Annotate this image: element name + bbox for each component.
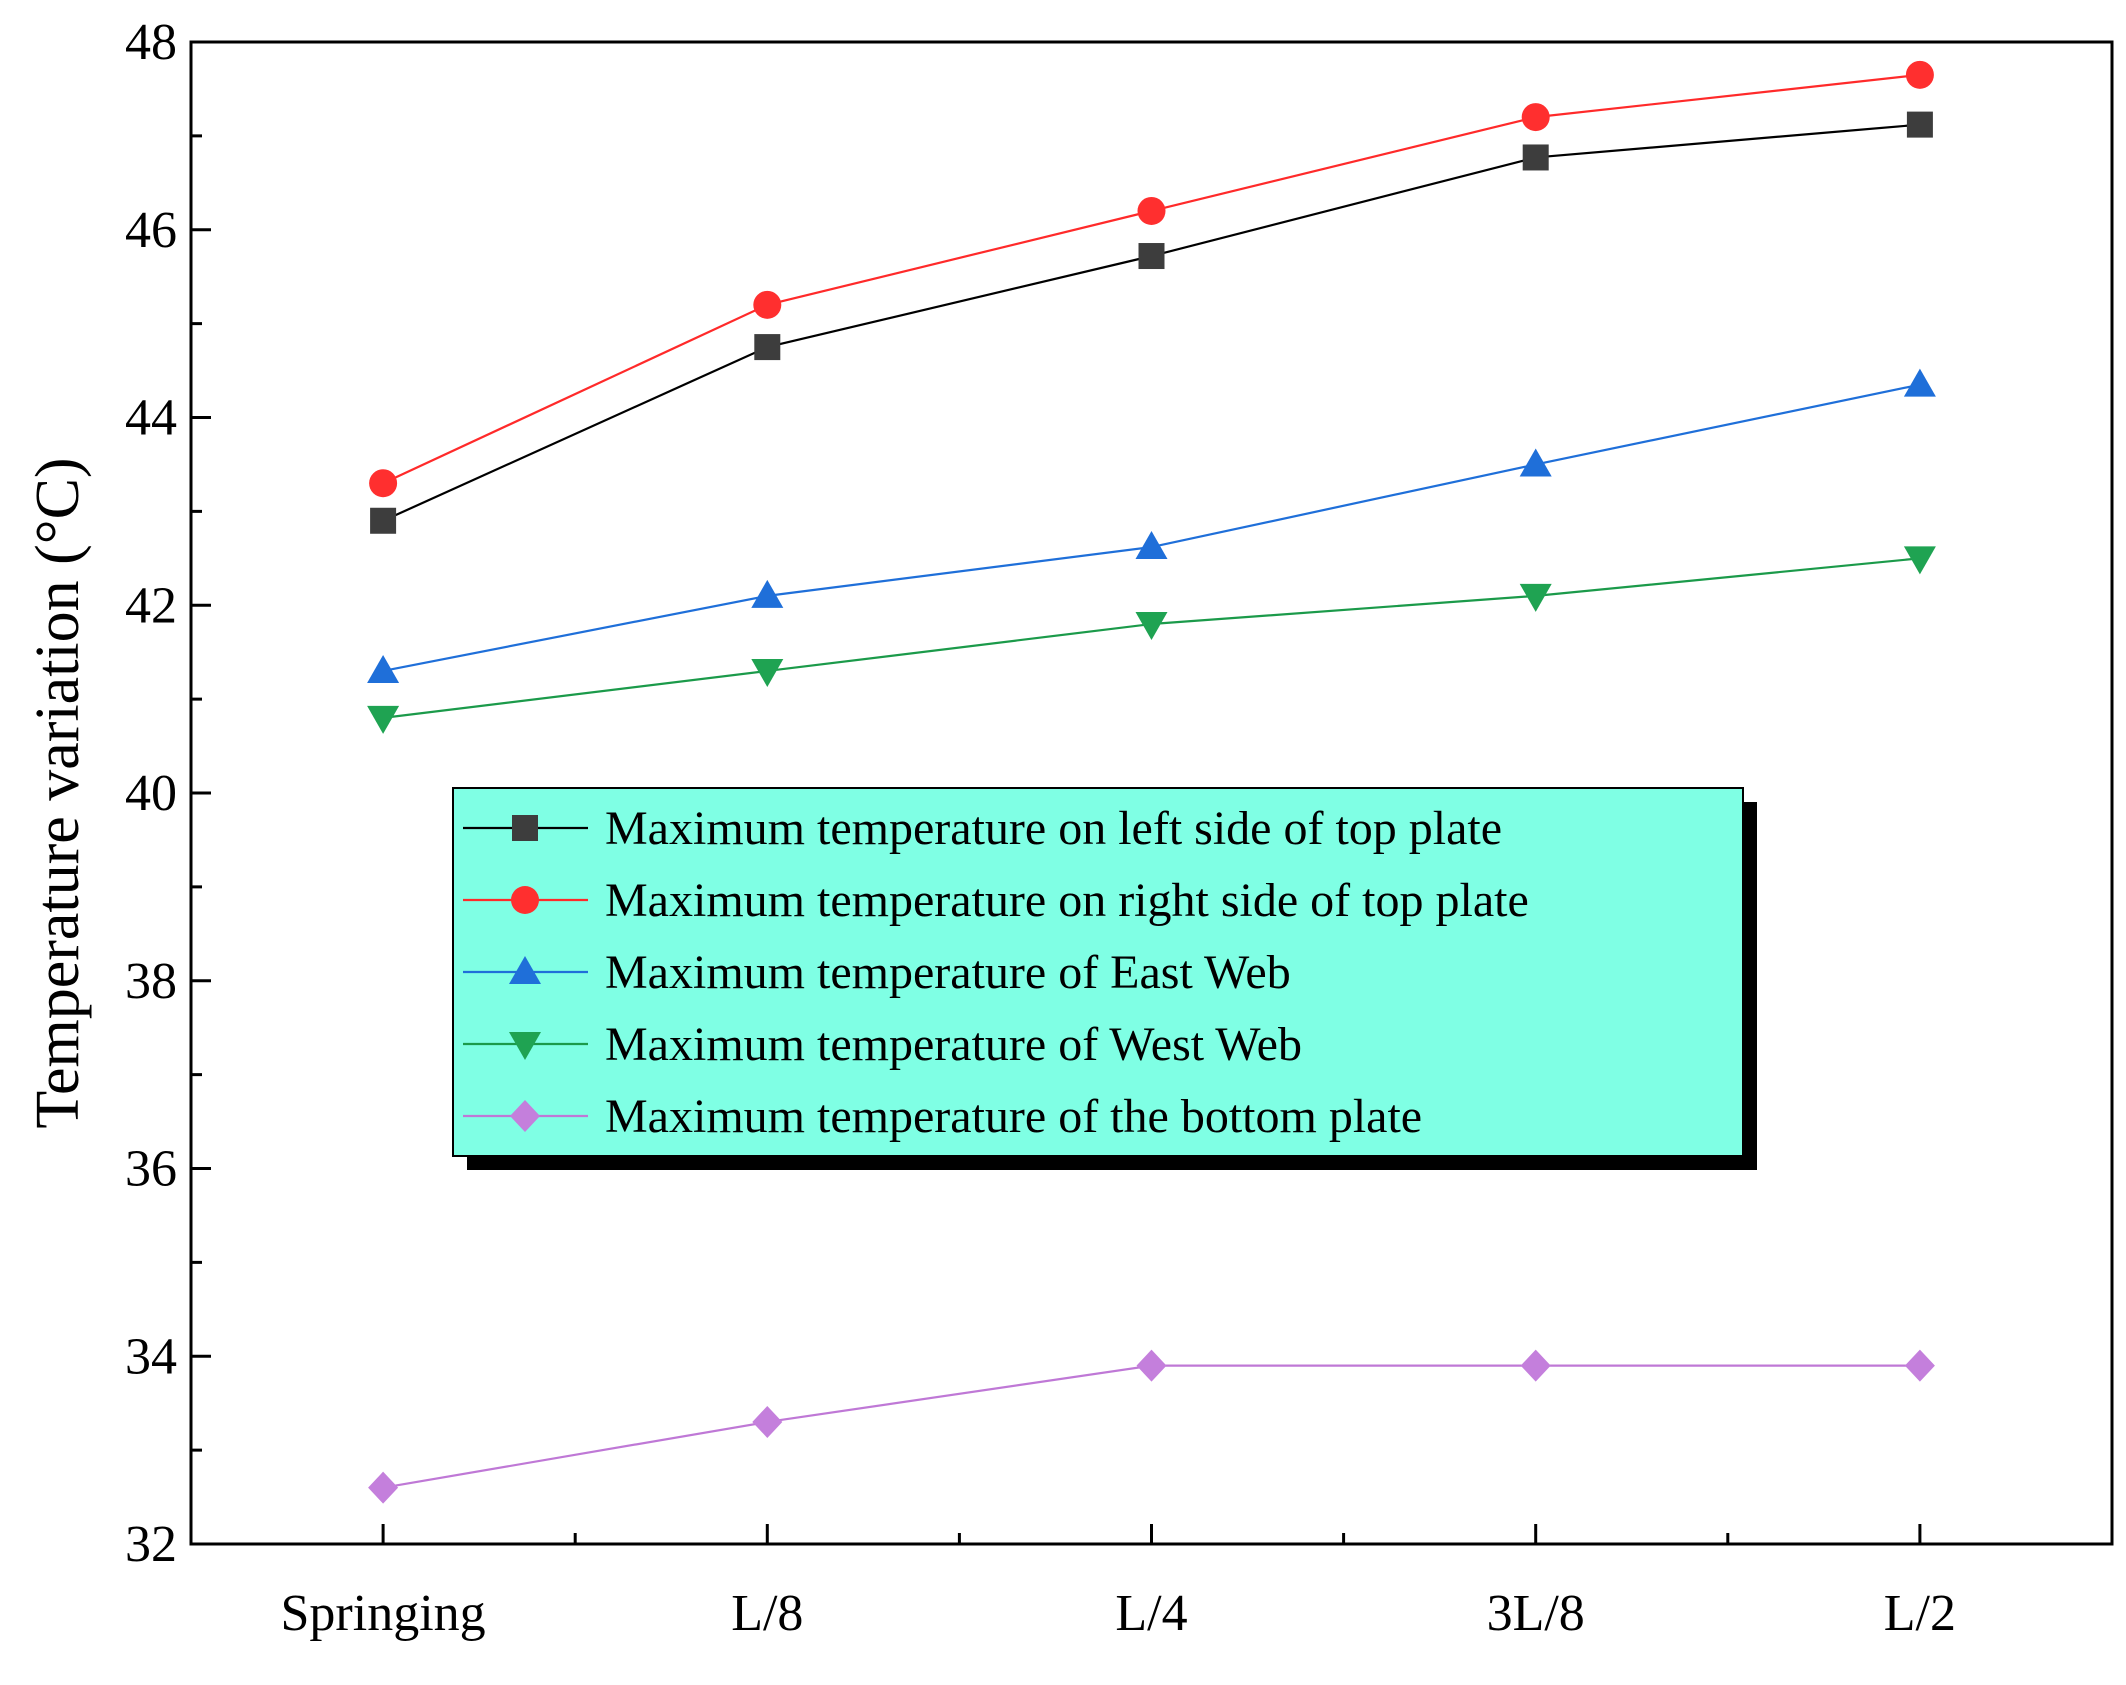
data-point bbox=[1903, 546, 1936, 575]
data-point bbox=[1519, 448, 1552, 477]
legend-item: Maximum temperature on left side of top … bbox=[463, 802, 1502, 855]
legend-label: Maximum temperature of West Web bbox=[605, 1018, 1302, 1071]
data-point bbox=[1136, 1349, 1167, 1382]
x-tick-label: L/2 bbox=[1884, 1585, 1956, 1642]
series-1 bbox=[370, 111, 1933, 534]
y-axis-ticks: 32 34 36 38 40 42 44 46 48 bbox=[125, 14, 211, 1573]
x-tick-label: Springing bbox=[281, 1585, 486, 1642]
plot-frame bbox=[189, 40, 2114, 1546]
y-tick-label: 48 bbox=[125, 14, 177, 71]
legend: Maximum temperature on left side of top … bbox=[452, 787, 1757, 1170]
series-5 bbox=[368, 1349, 1935, 1504]
data-point bbox=[369, 469, 398, 498]
data-point bbox=[368, 1471, 399, 1504]
data-point bbox=[1522, 144, 1549, 171]
data-point bbox=[1906, 111, 1933, 138]
y-tick-label: 32 bbox=[125, 1516, 177, 1573]
legend-marker bbox=[509, 1032, 541, 1060]
data-point bbox=[1905, 60, 1934, 89]
x-tick-label: 3L/8 bbox=[1487, 1585, 1585, 1642]
series-4 bbox=[367, 546, 1936, 734]
y-tick-label: 44 bbox=[125, 390, 177, 447]
legend-label: Maximum temperature on left side of top … bbox=[605, 802, 1502, 855]
data-point bbox=[370, 507, 397, 534]
y-tick-label: 42 bbox=[125, 577, 177, 634]
series-layer bbox=[367, 60, 1936, 1504]
data-point bbox=[1135, 612, 1168, 641]
data-point bbox=[1137, 196, 1166, 225]
legend-item: Maximum temperature of West Web bbox=[463, 1018, 1302, 1071]
series-2 bbox=[369, 60, 1934, 498]
legend-label: Maximum temperature of the bottom plate bbox=[605, 1090, 1422, 1143]
series-3 bbox=[367, 368, 1936, 683]
legend-marker bbox=[512, 815, 538, 841]
y-tick-label: 38 bbox=[125, 953, 177, 1010]
legend-item: Maximum temperature of East Web bbox=[463, 946, 1291, 999]
legend-item: Maximum temperature on right side of top… bbox=[463, 874, 1529, 927]
data-point bbox=[367, 654, 400, 683]
data-point bbox=[751, 579, 784, 608]
data-point bbox=[1519, 583, 1552, 612]
y-tick-label: 46 bbox=[125, 202, 177, 259]
data-point bbox=[754, 334, 781, 361]
y-tick-label: 34 bbox=[125, 1328, 177, 1385]
data-point bbox=[1904, 1349, 1935, 1382]
x-axis-ticks: Springing L/8 L/4 3L/8 L/2 bbox=[281, 1524, 1956, 1642]
y-tick-label: 40 bbox=[125, 765, 177, 822]
legend-marker bbox=[510, 1100, 540, 1132]
data-point bbox=[752, 1405, 783, 1438]
minor-ticks bbox=[191, 134, 1730, 1544]
data-point bbox=[751, 658, 784, 687]
y-tick-label: 36 bbox=[125, 1141, 177, 1198]
x-tick-label: L/8 bbox=[731, 1585, 803, 1642]
legend-marker bbox=[511, 886, 539, 914]
legend-box bbox=[452, 787, 1744, 1157]
legend-label: Maximum temperature of East Web bbox=[605, 946, 1291, 999]
x-tick-label: L/4 bbox=[1115, 1585, 1187, 1642]
data-point bbox=[753, 290, 782, 319]
data-point bbox=[367, 705, 400, 734]
y-axis-title: Temperature variation (°C) bbox=[24, 457, 92, 1128]
legend-item: Maximum temperature of the bottom plate bbox=[463, 1090, 1422, 1143]
data-point bbox=[1520, 1349, 1551, 1382]
data-point bbox=[1903, 368, 1936, 397]
data-point bbox=[1135, 531, 1168, 560]
data-point bbox=[1521, 103, 1550, 132]
legend-label: Maximum temperature on right side of top… bbox=[605, 874, 1529, 927]
data-point bbox=[1138, 243, 1165, 270]
legend-marker bbox=[509, 956, 541, 984]
